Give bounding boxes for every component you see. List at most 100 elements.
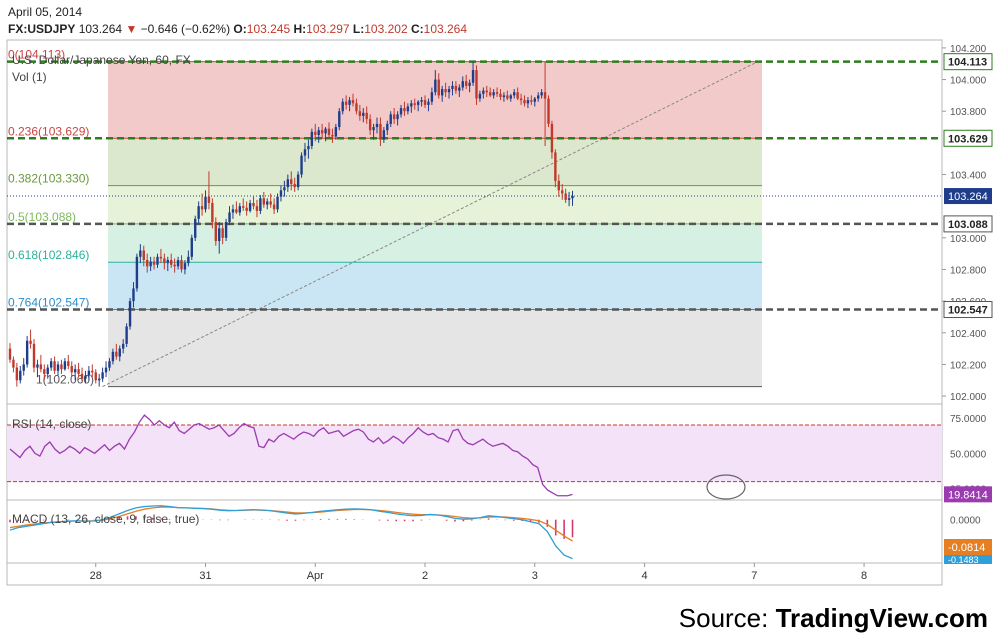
macd-line-tag-box (944, 555, 992, 564)
candle (43, 364, 46, 381)
candle (283, 180, 286, 197)
candle-body (368, 119, 372, 131)
candle-body (25, 340, 29, 365)
fib-label-0.618: 0.618(102.846) (8, 248, 89, 262)
candle (320, 123, 324, 139)
high-value: 103.297 (306, 22, 350, 36)
candle (365, 106, 368, 124)
candle (221, 225, 224, 245)
candle-body (266, 201, 269, 205)
candle-body (152, 261, 156, 265)
candle (211, 198, 214, 229)
time-axis-label: 3 (532, 570, 538, 582)
candle-body (519, 98, 523, 101)
candle (368, 114, 372, 135)
candle (269, 193, 272, 208)
candle-body (19, 370, 22, 381)
candle-body (355, 103, 358, 112)
time-axis-label: 28 (90, 570, 102, 582)
candle (139, 244, 142, 264)
candle-body (248, 203, 252, 211)
macd-axis-label: 0.0000 (950, 516, 981, 527)
candle-body (166, 259, 169, 264)
candle (416, 100, 420, 112)
price-axis-label: 102.400 (950, 329, 987, 340)
candle-body (423, 100, 427, 105)
candle (533, 96, 536, 107)
candle (420, 96, 423, 107)
chart-title: U.S. Dollar/Japanese Yen, 60, FX (12, 53, 191, 67)
candle (561, 184, 564, 200)
candle (146, 253, 149, 273)
candle-body (557, 180, 560, 191)
candle-body (101, 372, 104, 379)
rsi-last-tag-box (944, 486, 992, 503)
candle (84, 370, 87, 384)
candle (190, 234, 193, 260)
candle (63, 358, 67, 371)
candle (224, 218, 228, 241)
candle-body (56, 364, 60, 371)
candle-body (362, 112, 365, 116)
candle (36, 359, 39, 378)
candle-body (540, 92, 543, 96)
candle (25, 335, 29, 368)
candle (204, 190, 207, 213)
candle (314, 123, 317, 142)
fib-band-0.236 (108, 138, 762, 186)
candle (176, 256, 180, 270)
candle-body (218, 228, 221, 241)
candle-body (77, 369, 80, 374)
candle-body (156, 256, 159, 265)
candle (372, 123, 375, 140)
candle (348, 96, 351, 112)
candle (516, 87, 519, 101)
candle (550, 120, 554, 159)
candle (39, 354, 43, 373)
candle (461, 76, 464, 91)
candle-body (430, 92, 434, 102)
candle-body (142, 250, 145, 260)
candle-body (348, 100, 351, 105)
rsi-band-fill (7, 424, 942, 482)
macd-title: MACD (13, 26, close, 9, false, true) (12, 512, 199, 526)
level-tag-label: 103.088 (948, 219, 988, 231)
macd-signal-tag-box (944, 539, 992, 555)
candle-body (461, 81, 464, 88)
candle (67, 354, 70, 370)
candle (293, 177, 296, 192)
time-axis-label: 8 (861, 570, 867, 582)
candle (427, 98, 430, 112)
candle-body (190, 237, 193, 257)
candle (540, 89, 543, 99)
candle (389, 111, 392, 128)
fib-band-0.618 (108, 262, 762, 310)
candle-body (259, 198, 262, 211)
macd-line-tag-label: -0.1483 (948, 555, 979, 565)
candle-body (475, 70, 478, 99)
candle (262, 191, 266, 208)
candle-body (204, 196, 207, 210)
source-prefix: Source: (678, 603, 776, 633)
candle (255, 199, 259, 218)
candle (464, 74, 468, 90)
candle (56, 361, 60, 376)
candle-body (533, 98, 536, 102)
candle (351, 93, 355, 107)
candle-body (108, 361, 111, 368)
candle-body (375, 123, 379, 128)
open-label: O: (233, 22, 247, 36)
change-value: −0.646 (−0.62%) (140, 22, 231, 36)
candle-body (149, 261, 152, 267)
macd-line-tag: -0.1483 (944, 555, 992, 565)
candle (111, 348, 115, 365)
candle (557, 174, 560, 197)
candle (382, 127, 386, 143)
change-arrow-icon: ▼ (125, 22, 138, 36)
fib-label-0.5: 0.5(103.088) (8, 210, 76, 224)
candle (423, 95, 427, 109)
candle (358, 104, 362, 121)
candle (101, 367, 104, 382)
candle (334, 123, 338, 140)
